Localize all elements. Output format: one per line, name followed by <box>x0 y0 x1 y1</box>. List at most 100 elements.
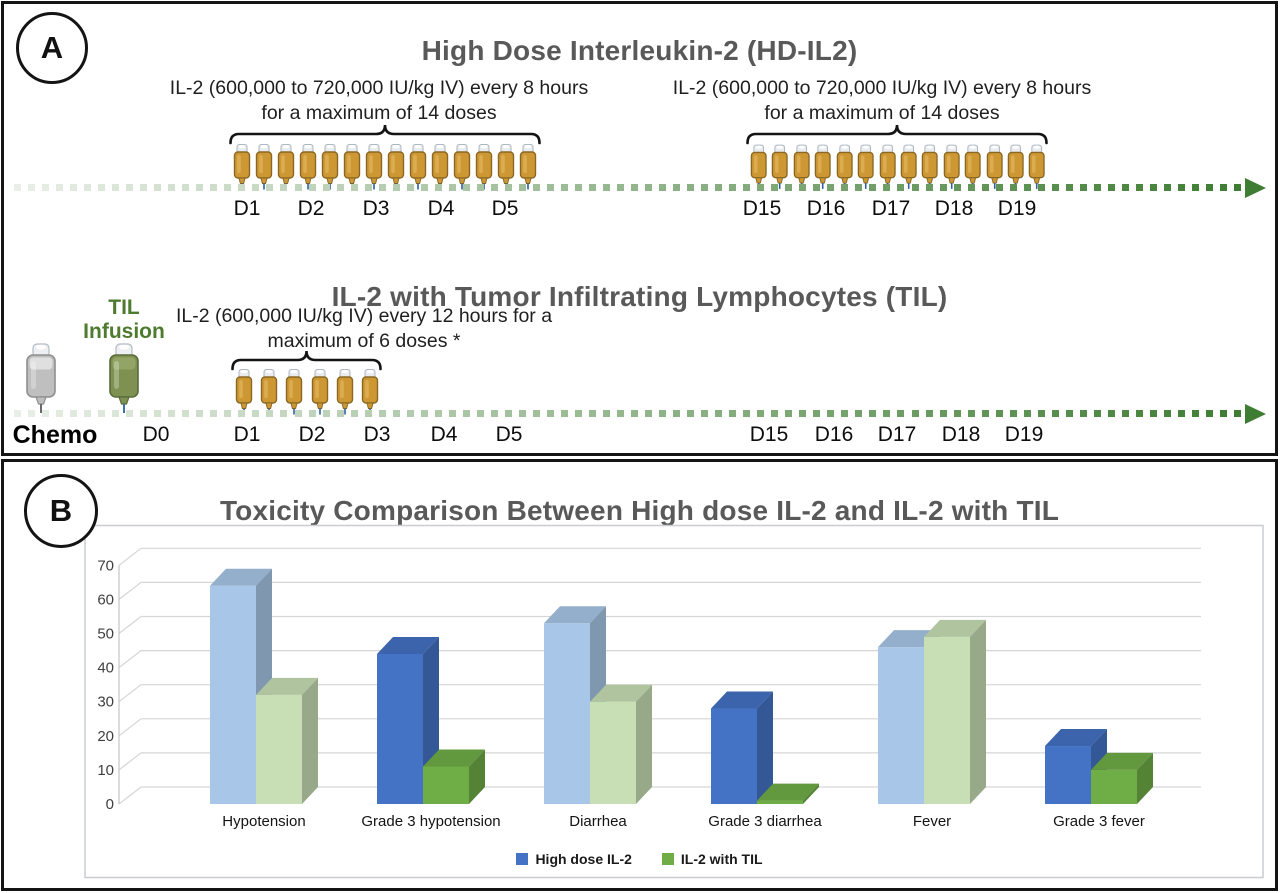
iv-bag-gold-icon <box>922 144 939 189</box>
il2-til-title: IL-2 with Tumor Infiltrating Lymphocytes… <box>331 281 948 313</box>
il2-til-timeline <box>14 404 1266 424</box>
timeline-dot <box>1065 410 1073 417</box>
bar-High dose IL-2-Grade 3 fever <box>1045 729 1107 804</box>
timeline-dot <box>701 184 709 191</box>
til-infusion-label: TIL Infusion <box>83 296 165 344</box>
axis-tick-connector <box>118 684 142 703</box>
timeline-dot <box>1107 410 1115 417</box>
timeline-dot <box>504 184 512 191</box>
timeline-dot <box>1206 410 1213 417</box>
timeline-dot <box>294 410 302 417</box>
timeline-dot <box>1163 184 1171 191</box>
category-label: Fever <box>913 813 951 830</box>
day-label: D17 <box>877 423 917 446</box>
timeline-dot <box>210 184 218 191</box>
axis-tick-connector <box>118 786 142 805</box>
day-label: D16 <box>814 423 854 446</box>
timeline-dot <box>1037 184 1045 191</box>
timeline-dot <box>729 410 737 417</box>
timeline-dot <box>84 184 92 191</box>
timeline-dot <box>799 410 807 417</box>
day-label: D3 <box>363 423 391 446</box>
iv-bag-gold-icon <box>519 144 537 190</box>
timeline-dot <box>238 410 246 417</box>
timeline-dot <box>925 184 933 191</box>
chemo-label: Chemo <box>12 421 98 449</box>
timeline-dot <box>841 184 849 191</box>
timeline-dot <box>462 410 470 417</box>
y-axis-tick-label: 0 <box>106 796 114 813</box>
timeline-dot <box>224 410 232 417</box>
iv-bag-gray-icon <box>26 343 56 413</box>
timeline-dot <box>518 410 526 417</box>
timeline-dot <box>659 184 667 191</box>
timeline-dot <box>757 184 765 191</box>
timeline-dot <box>813 410 821 417</box>
timeline-dot <box>995 410 1003 417</box>
hd-il2-schedule-note-1: IL-2 (600,000 to 720,000 IU/kg IV) every… <box>169 77 589 124</box>
timeline-dot <box>995 184 1003 191</box>
timeline-dot <box>112 410 120 417</box>
timeline-dot <box>126 184 134 191</box>
timeline-dot <box>126 410 134 417</box>
timeline-dot <box>981 184 989 191</box>
panel-a-treatment-schema: A High Dose Interleukin-2 (HD-IL2) IL-2 … <box>1 1 1278 456</box>
timeline-dot <box>434 410 442 417</box>
timeline-dot <box>925 410 933 417</box>
iv-bag-gold-icon <box>900 144 917 189</box>
brace-icon <box>746 124 1048 145</box>
timeline-dot <box>238 184 246 191</box>
timeline-dot <box>182 410 190 417</box>
iv-bag-gold-icon <box>943 144 960 189</box>
timeline-dot <box>659 410 667 417</box>
timeline-dot <box>953 410 961 417</box>
timeline-dot <box>364 184 372 191</box>
bar-High dose IL-2-Grade 3 diarrhea <box>711 691 773 804</box>
iv-bag-green-icon <box>105 342 143 421</box>
timeline-dot <box>771 410 779 417</box>
y-axis-tick-label: 30 <box>97 694 114 711</box>
timeline-dot <box>603 184 610 191</box>
toxicity-bar-chart: 0 10 20 30 40 50 60 70 Hypotension Grade 3 hypote… <box>84 524 1264 879</box>
axis-tick-connector <box>118 616 142 634</box>
timeline-dot <box>729 184 737 191</box>
timeline-dot <box>70 410 78 417</box>
timeline-dot <box>897 410 905 417</box>
timeline-dot <box>42 410 49 417</box>
day-label: D18 <box>941 423 981 446</box>
timeline-dot <box>1079 410 1087 417</box>
iv-bag-gold-icon <box>255 144 273 190</box>
day-label: D15 <box>742 197 782 220</box>
brace-icon <box>229 124 541 145</box>
y-axis-tick-label: 60 <box>97 591 114 608</box>
iv-bag-gold-icon <box>750 144 767 189</box>
timeline-dot <box>546 410 554 417</box>
timeline-dot <box>743 184 751 191</box>
iv-bag-gold-icon <box>1029 144 1046 189</box>
timeline-dot <box>743 410 751 417</box>
iv-bag-gold-icon <box>365 144 383 190</box>
timeline-dot <box>1220 410 1227 417</box>
y-axis-tick-label: 40 <box>97 660 114 677</box>
timeline-dot <box>841 410 849 417</box>
timeline-dot <box>434 184 442 191</box>
timeline-dot <box>617 184 624 191</box>
timeline-dot <box>406 184 414 191</box>
timeline-dot <box>266 184 274 191</box>
day-label: D16 <box>806 197 846 220</box>
axis-tick-connector <box>118 650 142 669</box>
timeline-dot <box>1121 184 1129 191</box>
timeline-dot <box>196 410 204 417</box>
bar-IL-2 with TIL-Diarrhea <box>590 684 652 804</box>
hd-il2-title: High Dose Interleukin-2 (HD-IL2) <box>421 34 858 66</box>
timeline-dot <box>448 184 456 191</box>
timeline-dot <box>631 410 638 417</box>
timeline-dot <box>701 410 709 417</box>
timeline-dot <box>574 184 582 191</box>
timeline-dot <box>1177 184 1185 191</box>
axis-tick-connector <box>118 718 142 737</box>
timeline-dot <box>785 410 793 417</box>
iv-bag-gold-icon <box>299 144 317 190</box>
category-label: Grade 3 diarrhea <box>708 813 822 830</box>
timeline-dot <box>1009 410 1017 417</box>
